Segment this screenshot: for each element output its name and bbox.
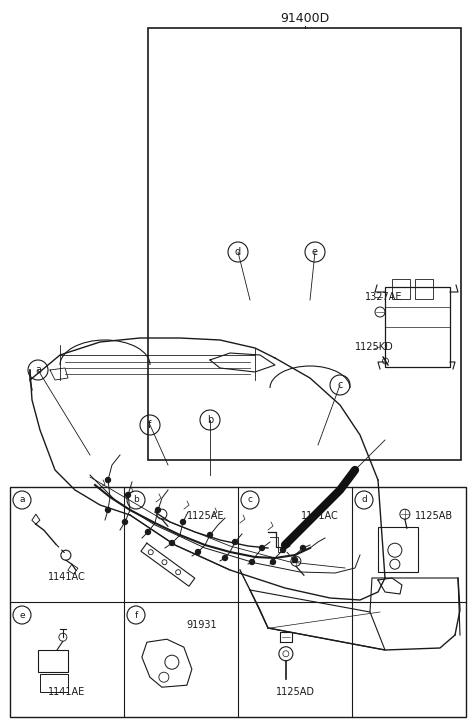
Bar: [415, 279, 433, 299]
Circle shape: [300, 545, 306, 550]
Circle shape: [106, 478, 110, 483]
Text: 1125KD: 1125KD: [355, 342, 394, 352]
Circle shape: [292, 558, 298, 563]
Bar: [392, 279, 410, 299]
Circle shape: [156, 507, 160, 513]
Circle shape: [222, 555, 228, 561]
Circle shape: [232, 539, 238, 545]
Bar: [40, 674, 68, 692]
Text: d: d: [361, 496, 367, 505]
Text: 1141AE: 1141AE: [49, 687, 86, 696]
Circle shape: [126, 492, 130, 497]
Text: 91931: 91931: [186, 620, 217, 630]
Text: a: a: [35, 365, 41, 375]
Text: a: a: [19, 496, 25, 505]
Text: c: c: [248, 496, 252, 505]
Circle shape: [259, 545, 265, 550]
Circle shape: [249, 560, 255, 564]
Text: 1125AB: 1125AB: [415, 511, 453, 521]
Text: 1125AE: 1125AE: [188, 511, 225, 521]
Text: e: e: [19, 611, 25, 619]
Bar: [38, 650, 68, 672]
Text: 1327AE: 1327AE: [365, 292, 403, 302]
Circle shape: [208, 532, 212, 537]
Bar: [385, 287, 450, 367]
Text: b: b: [133, 496, 139, 505]
Text: 91400D: 91400D: [280, 12, 329, 25]
Text: b: b: [207, 415, 213, 425]
Text: d: d: [235, 247, 241, 257]
Text: e: e: [312, 247, 318, 257]
Bar: [378, 527, 418, 572]
Text: f: f: [149, 420, 152, 430]
Bar: [10, 487, 466, 717]
Text: f: f: [134, 611, 138, 619]
Text: 1141AC: 1141AC: [48, 571, 86, 582]
Text: 1141AC: 1141AC: [301, 511, 339, 521]
Circle shape: [122, 520, 128, 524]
Circle shape: [280, 547, 286, 553]
Circle shape: [106, 507, 110, 513]
Circle shape: [169, 540, 175, 545]
Text: c: c: [337, 380, 343, 390]
Circle shape: [270, 560, 276, 564]
Circle shape: [146, 529, 150, 534]
Text: 1125AD: 1125AD: [276, 687, 315, 696]
Bar: [148, 28, 461, 460]
Circle shape: [196, 550, 200, 555]
Circle shape: [180, 520, 186, 524]
